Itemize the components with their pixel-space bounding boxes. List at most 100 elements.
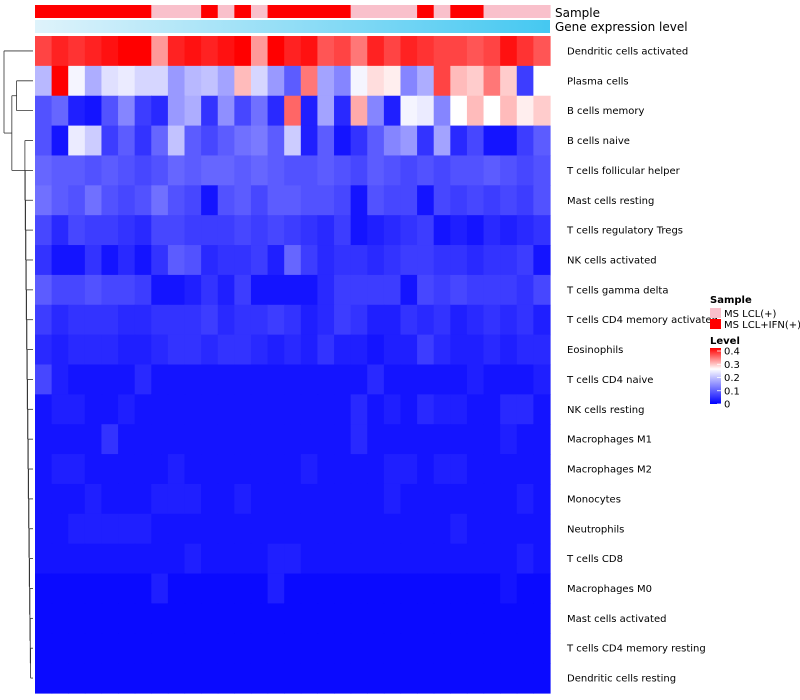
- heatmap-cell: [466, 454, 485, 485]
- heatmap-cell: [167, 36, 186, 67]
- heatmap-cell: [84, 424, 103, 455]
- heatmap-cell: [35, 245, 53, 276]
- heatmap-cell: [35, 155, 53, 186]
- heatmap-cell: [400, 663, 418, 694]
- heatmap-cell: [516, 663, 534, 694]
- heatmap-cell: [300, 424, 319, 455]
- heatmap-cell: [184, 543, 202, 575]
- heatmap-cell: [234, 215, 252, 246]
- heatmap-cell: [101, 95, 119, 127]
- heatmap-cell: [167, 633, 186, 664]
- heatmap-cell: [500, 364, 518, 395]
- heatmap-cell: [250, 513, 269, 545]
- heatmap-cell: [516, 513, 534, 545]
- heatmap-cell: [35, 394, 53, 425]
- heatmap-cell: [516, 274, 534, 306]
- heatmap-cell: [35, 663, 53, 694]
- row-label: T cells CD8: [566, 554, 623, 565]
- heatmap-cell: [334, 394, 352, 425]
- heatmap-cell: [334, 663, 352, 694]
- heatmap-cell: [250, 274, 269, 306]
- heatmap-cell: [267, 274, 285, 306]
- heatmap-cell: [466, 215, 485, 246]
- heatmap-cell: [383, 573, 402, 605]
- heatmap-cells: [35, 36, 551, 694]
- heatmap-cell: [250, 394, 269, 425]
- heatmap-cell: [433, 424, 451, 455]
- heatmap-cell: [433, 274, 451, 306]
- heatmap-cell: [533, 483, 551, 515]
- row-label: Mast cells resting: [567, 196, 654, 207]
- heatmap-cell: [334, 573, 352, 605]
- heatmap-cell: [317, 125, 335, 157]
- heatmap-cell: [284, 125, 302, 157]
- heatmap-cell: [334, 304, 352, 336]
- heatmap-cell: [101, 513, 119, 545]
- sample-cell: [84, 5, 103, 18]
- heatmap-cell: [350, 155, 368, 186]
- heatmap-cell: [367, 185, 385, 216]
- heatmap-cell: [533, 394, 551, 425]
- heatmap-cell: [118, 424, 136, 455]
- heatmap-cell: [84, 274, 103, 306]
- heatmap-cell: [284, 185, 302, 216]
- heatmap-cell: [201, 155, 219, 186]
- heatmap-cell: [84, 245, 103, 276]
- heatmap-cell: [234, 483, 252, 515]
- heatmap-cell: [151, 274, 169, 306]
- heatmap-cell: [400, 573, 418, 605]
- heatmap-cell: [217, 454, 235, 485]
- heatmap-cell: [466, 125, 485, 157]
- heatmap-cell: [134, 663, 152, 694]
- heatmap-cell: [51, 573, 69, 605]
- heatmap-cell: [267, 424, 285, 455]
- heatmap-cell: [383, 364, 402, 395]
- heatmap-cell: [466, 304, 485, 336]
- heatmap-cell: [317, 633, 335, 664]
- heatmap-cell: [68, 603, 86, 634]
- heatmap-cell: [184, 155, 202, 186]
- heatmap-cell: [367, 364, 385, 395]
- sample-cell: [51, 5, 69, 18]
- heatmap-cell: [118, 274, 136, 306]
- heatmap-cell: [118, 454, 136, 485]
- heatmap-cell: [101, 125, 119, 157]
- heatmap-cell: [500, 65, 518, 97]
- heatmap-cell: [101, 334, 119, 366]
- heatmap-cell: [217, 245, 235, 276]
- heatmap-cell: [500, 394, 518, 425]
- legend-level-tick-label: 0.2: [724, 373, 740, 384]
- heatmap-cell: [151, 95, 169, 127]
- heatmap-cell: [167, 394, 186, 425]
- heatmap-cell: [417, 274, 435, 306]
- heatmap-cell: [417, 304, 435, 336]
- heatmap-cell: [334, 36, 352, 67]
- heatmap-cell: [367, 334, 385, 366]
- heatmap-cell: [234, 125, 252, 157]
- heatmap-cell: [267, 603, 285, 634]
- heatmap-cell: [400, 633, 418, 664]
- heatmap-cell: [284, 543, 302, 575]
- heatmap-cell: [466, 663, 485, 694]
- heatmap-cell: [383, 304, 402, 336]
- heatmap-cell: [267, 155, 285, 186]
- heatmap-cell: [101, 424, 119, 455]
- heatmap-cell: [51, 304, 69, 336]
- heatmap-cell: [84, 304, 103, 336]
- heatmap-cell: [317, 663, 335, 694]
- heatmap-cell: [367, 274, 385, 306]
- heatmap-cell: [118, 95, 136, 127]
- legend-level-tick-label: 0.3: [724, 360, 740, 371]
- heatmap-cell: [284, 95, 302, 127]
- heatmap-cell: [167, 125, 186, 157]
- heatmap-cell: [118, 513, 136, 545]
- heatmap-cell: [383, 454, 402, 485]
- heatmap-cell: [250, 424, 269, 455]
- heatmap-cell: [250, 573, 269, 605]
- heatmap-cell: [250, 334, 269, 366]
- heatmap-cell: [334, 424, 352, 455]
- heatmap-cell: [250, 185, 269, 216]
- heatmap-cell: [383, 633, 402, 664]
- heatmap-cell: [334, 454, 352, 485]
- heatmap-cell: [234, 155, 252, 186]
